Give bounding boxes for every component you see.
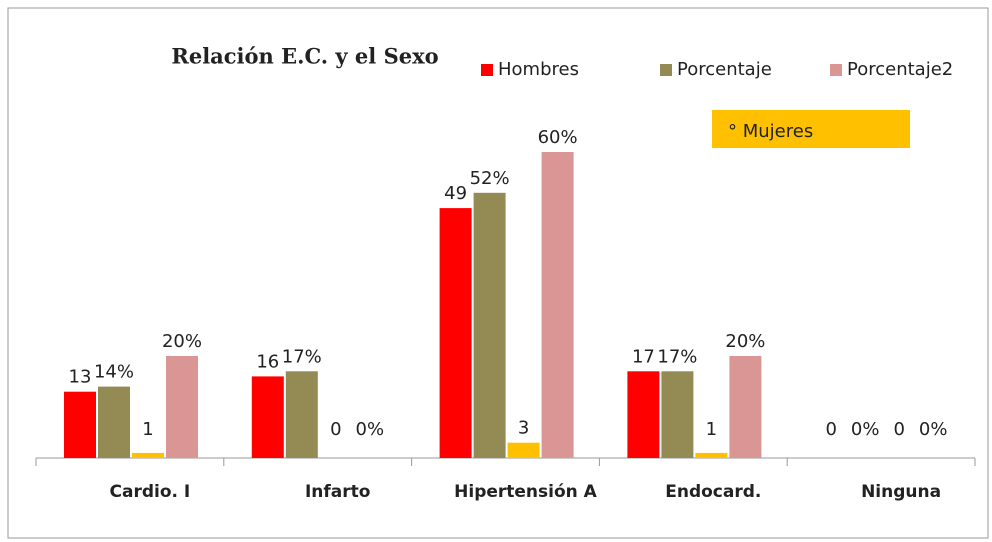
bar (541, 152, 574, 458)
x-tick-label: Cardio. I (110, 482, 191, 502)
data-label: 16 (256, 351, 279, 372)
data-label: 3 (518, 418, 529, 439)
bar (507, 442, 540, 458)
data-label: 0% (851, 419, 880, 440)
x-tick-label: Ninguna (861, 482, 941, 502)
legend-swatch (660, 64, 672, 76)
bar (251, 376, 284, 458)
data-label: 13 (69, 367, 92, 388)
legend-label: Porcentaje2 (847, 59, 953, 80)
data-label: 49 (444, 183, 467, 204)
data-label: 17% (657, 346, 697, 367)
bar (439, 208, 472, 458)
data-label: 0 (330, 419, 341, 440)
x-tick-label: Infarto (305, 482, 371, 502)
bar (98, 386, 130, 458)
legend-swatch (481, 64, 493, 76)
data-label: 1 (142, 419, 153, 440)
legend-swatch (830, 64, 842, 76)
data-label: 0 (893, 419, 904, 440)
data-label: 14% (94, 362, 134, 383)
data-label: 20% (725, 331, 765, 352)
data-label: 0% (919, 419, 948, 440)
bar (473, 192, 506, 459)
legend-label: ° Mujeres (728, 121, 813, 142)
x-tick-label: Endocard. (665, 482, 761, 502)
bar (695, 452, 728, 458)
bar (166, 356, 198, 458)
data-label: 0% (356, 419, 385, 440)
bar (285, 371, 318, 458)
bar (132, 452, 164, 458)
data-label: 17 (632, 346, 655, 367)
x-tick-label: Hipertensión A (454, 482, 598, 502)
data-label: 20% (162, 331, 202, 352)
bar (661, 371, 694, 458)
data-label: 17% (282, 346, 322, 367)
legend-box (712, 110, 910, 148)
legend-label: Hombres (498, 59, 579, 80)
bar (64, 391, 96, 458)
data-label: 0 (825, 419, 836, 440)
bar (729, 356, 762, 458)
data-label: 60% (538, 127, 578, 148)
data-label: 1 (706, 419, 717, 440)
chart-title: Relación E.C. y el Sexo (171, 44, 438, 69)
legend-label: Porcentaje (677, 59, 772, 80)
data-label: 52% (470, 168, 510, 189)
bar (627, 371, 660, 458)
